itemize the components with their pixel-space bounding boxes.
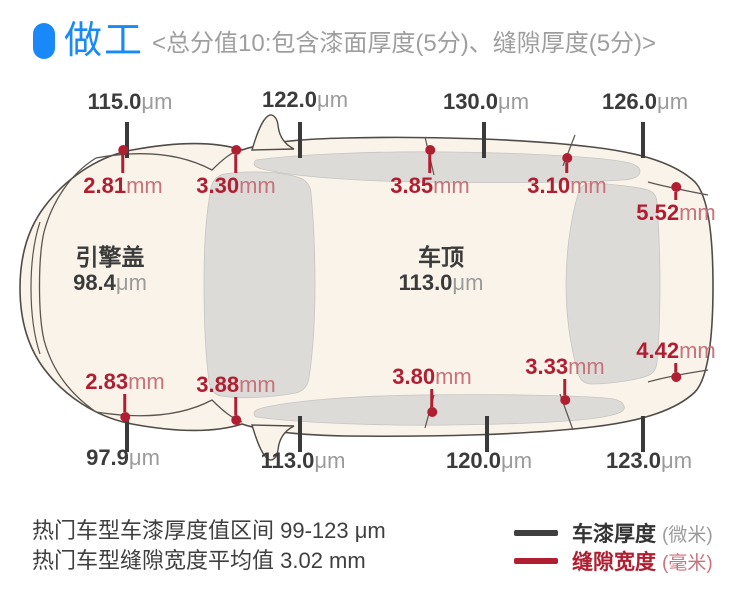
gap-dot — [230, 145, 241, 155]
side-glass-top — [253, 151, 641, 183]
paint-tick-top-3 — [482, 122, 486, 158]
paint-tick-bottom-2 — [298, 416, 302, 452]
gap-measure-bottom-1: 2.83mm — [85, 370, 165, 422]
paint-tick-bottom-1 — [125, 416, 129, 452]
gap-dot — [426, 407, 437, 417]
paint-line-swatch-icon — [514, 530, 558, 536]
windshield-glass — [203, 171, 316, 399]
gap-measure-bottom-5: 4.42mm — [636, 339, 716, 382]
gap-dot — [561, 153, 572, 163]
paint-measure-bottom-4: 123.0μm — [605, 448, 693, 473]
gap-measure-bottom-4: 3.33mm — [525, 355, 605, 405]
paint-measure-top-1: 115.0μm — [87, 89, 173, 114]
paint-range-note: 热门车型车漆厚度值区间 99-123 μm — [32, 518, 386, 543]
gap-measure-top-4: 3.10mm — [527, 153, 607, 197]
front-bumper-seam — [30, 221, 41, 355]
gap-line-swatch-icon — [514, 558, 558, 564]
paint-measure-bottom-2: 113.0μm — [260, 448, 346, 473]
side-mirror-top-icon — [251, 114, 295, 151]
gap-dot — [117, 145, 128, 155]
paint-tick-top-1 — [125, 122, 129, 158]
section-bullet-icon — [33, 23, 55, 59]
legend-paint-thickness: 车漆厚度 (微米) — [514, 518, 713, 548]
paint-tick-bottom-3 — [485, 416, 489, 452]
paint-tick-top-4 — [641, 122, 645, 158]
gap-measure-top-3: 3.85mm — [390, 145, 470, 197]
side-glass-bottom — [253, 394, 625, 426]
paint-measure-bottom-3: 120.0μm — [445, 448, 533, 473]
panel-label-hood: 引擎盖 98.4μm — [73, 244, 147, 295]
paint-measure-top-4: 126.0μm — [601, 89, 689, 114]
gap-dot — [230, 415, 241, 425]
side-mirror-bottom-icon — [251, 424, 295, 461]
hood-seam — [38, 157, 97, 413]
gap-dot — [670, 182, 681, 192]
paint-measure-top-2: 122.0μm — [261, 87, 349, 112]
section-subtitle: <总分值10:包含漆面厚度(5分)、缝隙厚度(5分)> — [152, 30, 657, 57]
gap-measure-top-1: 2.81mm — [83, 145, 163, 197]
panel-label-roof: 车顶 113.0μm — [398, 244, 484, 295]
gap-average-note: 热门车型缝隙宽度平均值 3.02 mm — [32, 548, 366, 573]
gap-measure-top-2: 3.30mm — [196, 145, 276, 197]
gap-measure-bottom-3: 3.80mm — [392, 365, 472, 417]
paint-measure-bottom-1: 97.9μm — [86, 445, 160, 470]
legend-gap-width: 缝隙宽度 (毫米) — [514, 546, 713, 576]
gap-measure-bottom-2: 3.88mm — [196, 373, 276, 425]
gap-dot — [424, 145, 435, 155]
gap-dot — [559, 395, 570, 405]
gap-dot — [119, 412, 130, 422]
gap-measure-top-5: 5.52mm — [636, 182, 716, 224]
rear-window-glass — [565, 182, 661, 385]
paint-tick-top-2 — [298, 122, 302, 158]
section-title: 做工 — [64, 20, 145, 62]
paint-measure-top-3: 130.0μm — [442, 89, 530, 114]
car-body — [19, 136, 714, 438]
gap-dot — [670, 372, 681, 382]
paint-tick-bottom-4 — [641, 416, 645, 452]
